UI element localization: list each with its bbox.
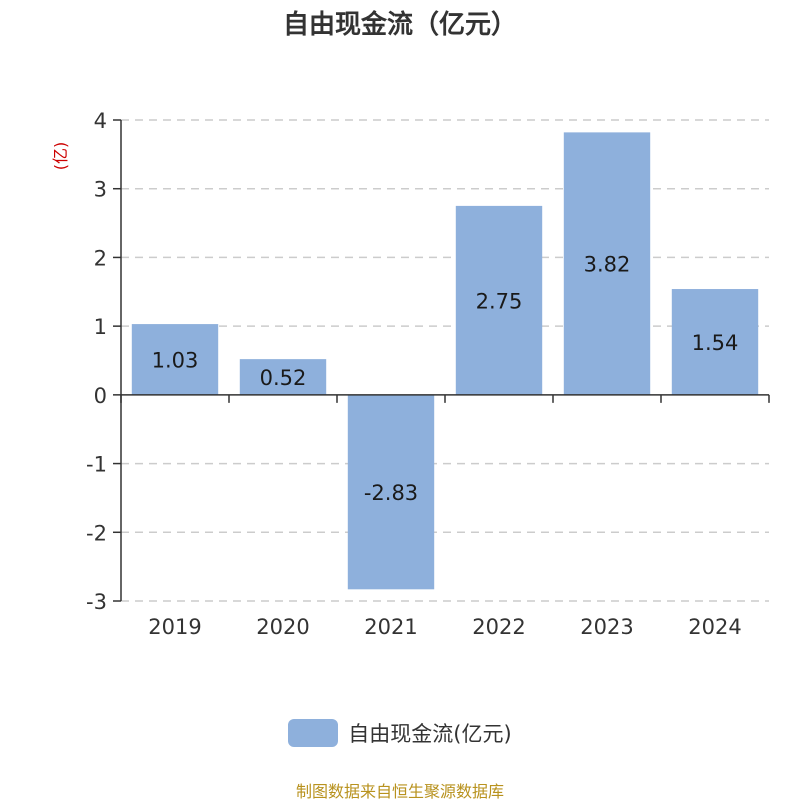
x-tick-labels: 2019 2020 2021 2022 2023 2024 <box>148 615 741 639</box>
data-label: 1.03 <box>152 348 199 372</box>
data-label: 1.54 <box>692 331 739 355</box>
data-label: 0.52 <box>260 366 307 390</box>
bar[interactable] <box>347 394 435 590</box>
grid-lines <box>121 119 769 602</box>
legend-label: 自由现金流(亿元) <box>348 722 512 746</box>
y-tick-label: 1 <box>94 315 107 339</box>
y-tick-label: 4 <box>94 109 107 133</box>
data-label: 2.75 <box>476 289 523 313</box>
bar[interactable] <box>563 132 651 395</box>
y-tick-label: -3 <box>86 590 107 614</box>
data-label: -2.83 <box>364 481 418 505</box>
axes <box>113 119 770 602</box>
legend[interactable]: 自由现金流(亿元) <box>0 718 800 748</box>
y-tick-label: -1 <box>86 453 107 477</box>
bar-chart: -3 -2 -1 0 1 2 3 4 2019 2020 2021 2022 2023 2024 1.0… <box>51 109 770 639</box>
chart-title: 自由现金流（亿元） <box>282 10 517 40</box>
source-note: 制图数据来自恒生聚源数据库 <box>295 782 504 801</box>
bar[interactable] <box>239 359 327 395</box>
x-tick-label: 2020 <box>256 615 309 639</box>
data-label: 3.82 <box>584 253 631 277</box>
y-tick-label: 3 <box>94 178 107 202</box>
bar[interactable] <box>455 205 543 395</box>
x-tick-label: 2021 <box>364 615 417 639</box>
y-axis-label: (亿) <box>51 142 70 171</box>
y-tick-label: 2 <box>94 246 107 270</box>
data-labels: 1.03 0.52 -2.83 2.75 3.82 1.54 <box>152 253 739 505</box>
x-tick-label: 2019 <box>148 615 201 639</box>
legend-swatch <box>288 719 339 747</box>
y-tick-labels: -3 -2 -1 0 1 2 3 4 <box>86 109 107 614</box>
y-tick-label: 0 <box>94 384 107 408</box>
bar[interactable] <box>131 324 219 395</box>
x-tick-label: 2023 <box>580 615 633 639</box>
bars <box>131 132 759 590</box>
y-tick-label: -2 <box>86 521 107 545</box>
bar[interactable] <box>671 289 759 395</box>
x-tick-label: 2024 <box>688 615 741 639</box>
x-tick-label: 2022 <box>472 615 525 639</box>
